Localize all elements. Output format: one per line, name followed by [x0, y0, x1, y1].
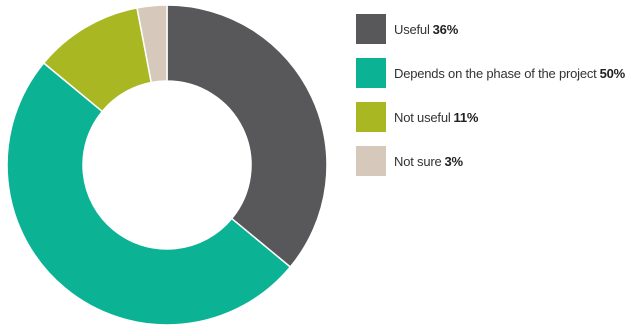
donut-plot — [6, 4, 328, 326]
legend-value-depends: 50% — [599, 66, 626, 81]
legend-value-not-sure: 3% — [444, 154, 464, 169]
legend-swatch-depends — [356, 58, 386, 88]
legend-value-useful: 36% — [432, 22, 459, 37]
legend-label-useful: Useful — [394, 22, 430, 37]
legend-swatch-not-useful — [356, 102, 386, 132]
legend-swatch-not-sure — [356, 146, 386, 176]
legend-label-not-sure: Not sure — [394, 154, 442, 169]
slice-not-sure — [136, 4, 168, 84]
legend-swatch-useful — [356, 14, 386, 44]
slice-useful — [166, 4, 328, 269]
legend-value-not-useful: 11% — [453, 110, 479, 125]
legend-label-depends: Depends on the phase of the project — [394, 66, 597, 81]
slice-depends — [6, 61, 292, 326]
legend-label-not-useful: Not useful — [394, 110, 451, 125]
